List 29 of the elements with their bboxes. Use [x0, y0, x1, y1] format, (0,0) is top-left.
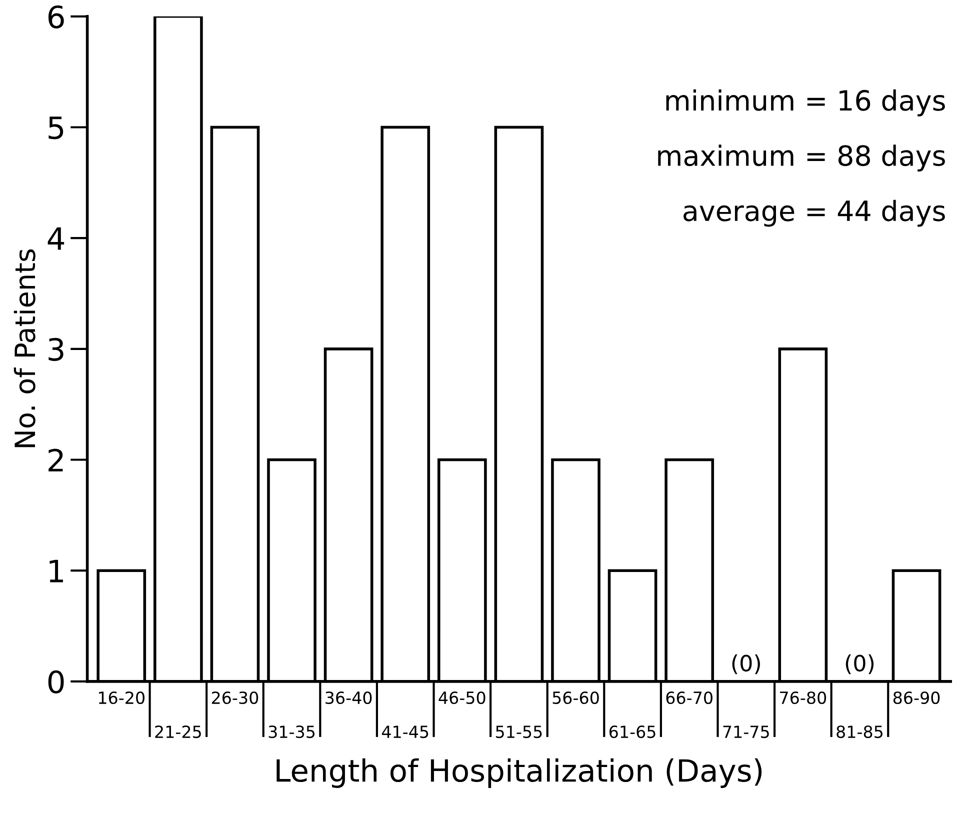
annotation: average = 44 days	[684, 200, 945, 227]
x-tick-label: 31-35	[268, 725, 315, 738]
x-tick-label: 51-55	[496, 726, 542, 738]
x-tick-label: 26-30	[212, 691, 258, 704]
data-label: (0)	[846, 654, 874, 674]
x-tick-label: 61-65	[609, 725, 656, 738]
x-tick-label: 36-40	[326, 691, 372, 704]
y-tick-label: 4	[48, 227, 64, 250]
annotation: minimum = 16 days	[666, 89, 945, 116]
x-tick-label: 66-70	[666, 691, 712, 704]
x-tick-label: 16-20	[98, 691, 144, 704]
x-tick-label: 86-90	[893, 691, 940, 704]
y-tick-label: 0	[48, 670, 64, 694]
y-tick-label: 2	[48, 448, 63, 472]
y-tick-label: 5	[48, 116, 64, 140]
x-tick-label: 21-25	[155, 725, 201, 738]
annotation: maximum = 88 days	[658, 144, 945, 172]
x-axis-title: Length of Hospitalization (Days)	[276, 758, 762, 788]
x-tick-label: 41-45	[382, 726, 428, 738]
y-axis-title: No. of Patients	[14, 249, 36, 448]
x-tick-label: 76-80	[780, 691, 826, 704]
data-label: (0)	[732, 654, 760, 674]
y-tick-label: 1	[50, 560, 63, 582]
y-tick-label: 6	[48, 5, 64, 28]
x-tick-label: 56-60	[552, 691, 599, 704]
y-tick-label: 3	[48, 338, 64, 361]
x-tick-label: 46-50	[438, 691, 486, 704]
x-tick-label: 71-75	[723, 726, 769, 738]
x-tick-label: 81-85	[836, 725, 882, 738]
